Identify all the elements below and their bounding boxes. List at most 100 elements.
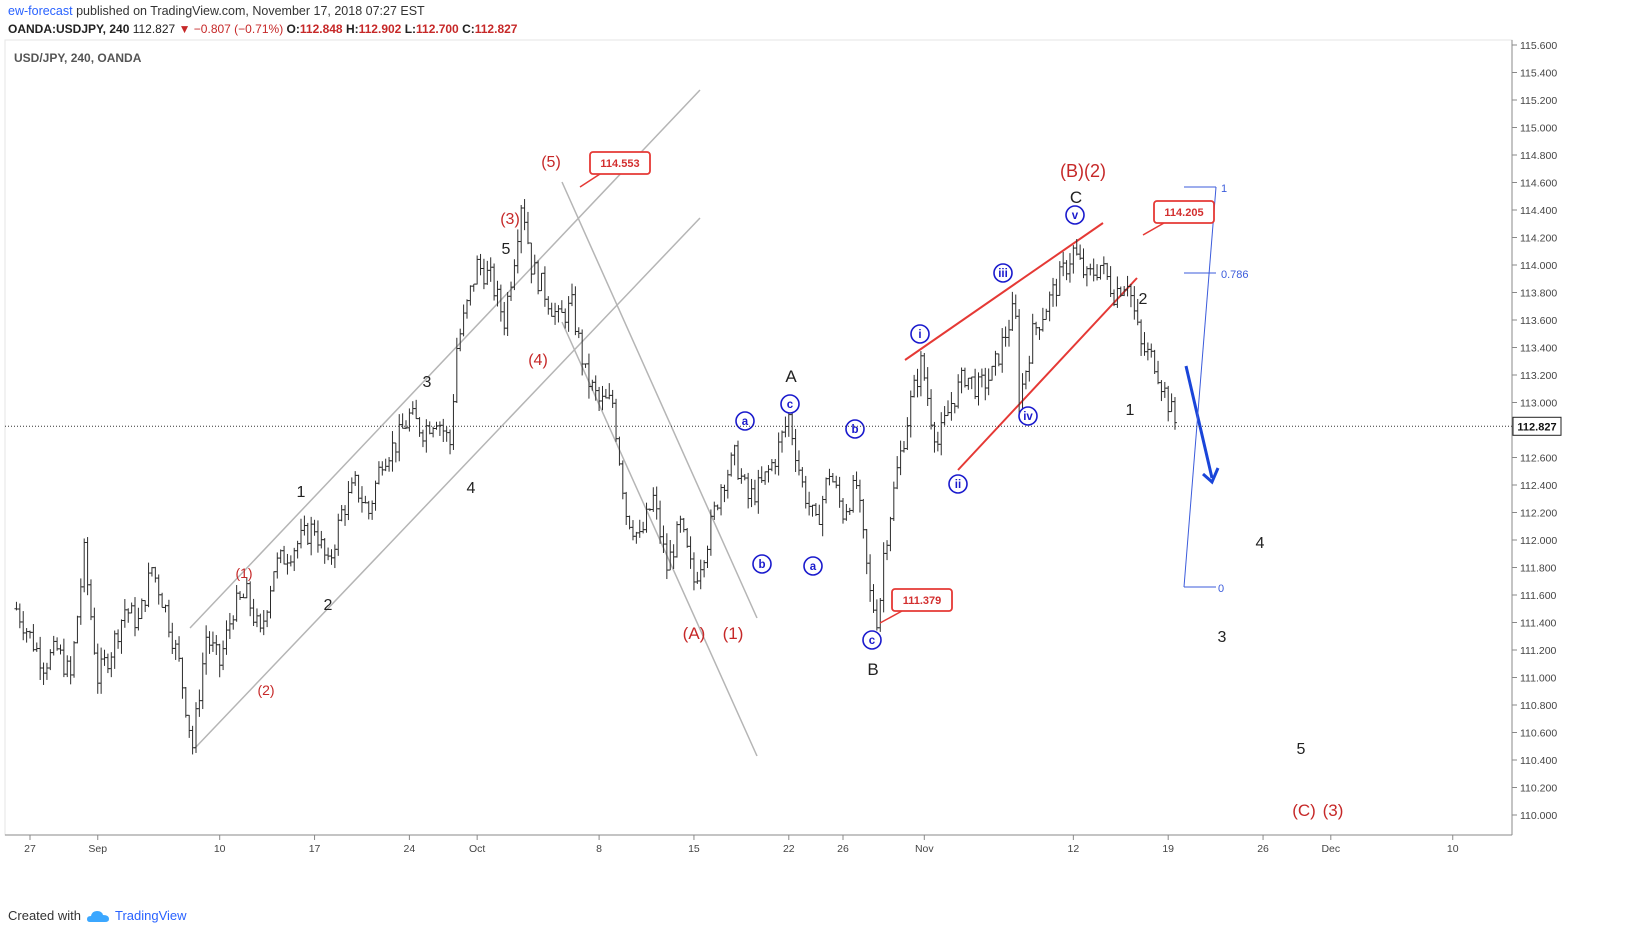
wave-label: B [867,660,878,679]
y-tick-label: 113.400 [1520,343,1557,355]
wave-circle [735,411,755,431]
wave-label: 1 [1126,402,1135,419]
y-tick-label: 111.800 [1520,563,1557,575]
publisher-link[interactable]: ew-forecast [8,4,73,18]
fib-label: 0.786 [1221,269,1249,281]
wave-label: (1) [235,565,252,581]
x-tick-label: 15 [688,843,700,855]
wave-label: A [785,367,797,386]
y-tick-label: 111.600 [1520,590,1557,602]
x-tick-label: Sep [88,843,107,855]
open-value: 112.848 [299,22,343,36]
callout-value: 114.553 [600,158,639,170]
close-label: C: [462,22,475,36]
y-tick-label: 115.400 [1520,68,1557,80]
wave-label: iii [998,268,1008,280]
y-tick-label: 115.600 [1520,40,1557,52]
y-axis: 115.600 115.400 115.200 115.000 114.800 114.6… [1512,40,1557,822]
callout-value: 111.379 [903,595,942,607]
x-tick-label: 27 [24,843,36,855]
price-chart[interactable]: USD/JPY, 240, OANDA 115.600 115.400 115.20… [0,0,1627,890]
x-tick-label: 19 [1162,843,1174,855]
fib-label: 1 [1221,183,1227,195]
y-tick-label: 113.200 [1520,370,1557,382]
wave-label: 2 [1139,291,1148,308]
x-tick-label: 10 [214,843,226,855]
wave-label: 4 [1256,535,1265,552]
y-tick-label: 112.000 [1520,535,1557,547]
wedge-line [904,222,1104,361]
change-value: −0.807 (−0.71%) [193,22,284,36]
channel-line [189,89,701,629]
x-tick-label: 22 [783,843,795,855]
wave-label: b [851,424,858,436]
y-tick-label: 114.000 [1520,260,1557,272]
wave-label: ii [955,479,961,491]
wave-circle [1065,205,1085,225]
y-tick-label: 110.400 [1520,755,1557,767]
y-tick-label: 111.000 [1520,673,1557,685]
low-value: 112.700 [416,22,459,36]
wave-label: C [1070,188,1082,207]
y-tick-label: 112.600 [1520,453,1557,465]
low-label: L: [404,22,417,36]
x-axis: 27 Sep 10 17 24 Oct 8 15 22 26 Nov 12 19 26 Dec 10 [24,835,1459,855]
wave-label: 3 [1218,629,1227,646]
y-tick-label: 112.200 [1520,508,1557,520]
y-tick-label: 114.200 [1520,233,1557,245]
last-price-line: 112.827 [5,416,1562,436]
high-value: 112.902 [358,22,402,36]
symbol[interactable]: OANDA:USDJPY, 240 [8,22,130,36]
wave-label: iv [1023,411,1033,423]
tradingview-logo[interactable]: TradingView [86,908,187,923]
wave-label: 5 [502,241,511,258]
wave-label: (3) [1323,801,1344,820]
y-tick-label: 110.200 [1520,783,1557,795]
wave-label: 1 [297,484,306,501]
callout-pointer [579,173,601,188]
x-tick-label: Oct [469,843,485,855]
wave-label: (1) [723,624,744,643]
down-triangle-icon: ▼ [178,22,191,36]
wave-circle [845,419,865,439]
wave-circle [1018,406,1038,426]
wave-circle [948,474,968,494]
x-tick-label: 17 [309,843,321,855]
y-tick-label: 112.400 [1520,480,1557,492]
wave-label: (2) [257,682,274,698]
wave-label: 5 [1297,741,1306,758]
wave-label: 2 [324,597,333,614]
price-callouts: 114.553 111.379 114.205 [579,151,1215,624]
callout-value: 114.205 [1164,207,1203,219]
symbol-bar: OANDA:USDJPY, 240 112.827 ▼ −0.807 (−0.7… [8,22,517,36]
wave-label: c [869,635,876,647]
wave-labels: (1) (2) (3) (4) (5) (A) (1) (B)(2) (C) (3) 1 2 3 4 5 A B… [235,154,1343,820]
wave-circle [752,554,772,574]
y-tick-label: 113.600 [1520,315,1557,327]
x-tick-label: 26 [837,843,849,855]
wave-label: i [918,329,921,341]
wedge-line [957,277,1138,471]
last-price-tag-label: 112.827 [1517,421,1556,433]
y-tick-label: 111.200 [1520,645,1557,657]
channel-line [561,181,758,619]
publish-info: ew-forecast published on TradingView.com… [8,4,425,18]
wave-label: (5) [541,154,561,171]
created-with-text: Created with [8,908,81,923]
wave-label: (A) [683,624,706,643]
callout-pointer [1142,222,1165,236]
forecast-arrow-head [1202,467,1220,485]
x-tick-label: 8 [596,843,602,855]
wave-label: b [758,559,765,571]
wave-label: (3) [500,211,520,228]
wave-label: a [810,561,817,573]
wave-label: (4) [528,352,548,369]
cloud-icon [86,910,109,922]
high-label: H: [345,22,359,36]
forecast-arrow [1184,365,1214,479]
wave-label: v [1072,210,1079,222]
wave-label: c [787,399,794,411]
fib-trend-line [1183,186,1217,588]
y-tick-label: 110.000 [1520,810,1557,822]
published-text: published on TradingView.com, November 1… [76,4,425,18]
